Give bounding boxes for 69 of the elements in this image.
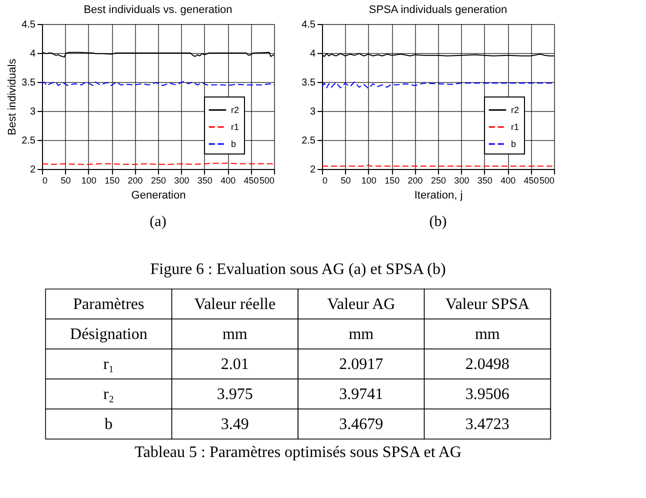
- x-tick-label: 450: [244, 176, 259, 186]
- x-axis-title: Iteration, j: [414, 190, 463, 202]
- x-tick-label: 0: [322, 176, 328, 186]
- x-tick-label: 0: [42, 176, 48, 186]
- y-tick-label: 2.5: [22, 136, 36, 146]
- text: mm: [348, 326, 374, 343]
- legend-label: r1: [511, 122, 520, 132]
- x-tick-label: 250: [150, 176, 166, 186]
- y-tick-label: 4: [30, 48, 36, 60]
- text: 3.9506: [465, 386, 510, 403]
- text: (a): [150, 214, 166, 230]
- text: 3.49: [220, 416, 249, 433]
- category-label: Désignation: [70, 326, 148, 343]
- chart-title: SPSA individuals generation: [368, 4, 508, 16]
- x-tick-label: 150: [384, 176, 400, 186]
- x-tick-label: 400: [220, 176, 236, 186]
- text: 3.9741: [339, 386, 384, 403]
- text: 2.01: [220, 356, 249, 373]
- category-label: Valeur SPSA: [445, 296, 530, 313]
- category-label: Valeur AG: [327, 296, 396, 313]
- legend-label: r1: [231, 122, 240, 132]
- legend-label: b: [231, 139, 236, 149]
- x-tick-label: 500: [259, 176, 274, 186]
- text: (b): [429, 214, 447, 230]
- x-tick-label: 500: [539, 176, 554, 186]
- category-label: Paramètres: [73, 296, 144, 313]
- text: 3.975: [216, 386, 253, 403]
- x-tick-label: 200: [408, 176, 423, 186]
- x-tick-label: 100: [81, 176, 96, 186]
- y-tick-label: 3.5: [22, 78, 36, 88]
- text: mm: [222, 326, 248, 343]
- y-tick-label: 2: [310, 164, 316, 176]
- text: 2.0498: [465, 356, 510, 373]
- x-tick-label: 200: [128, 176, 143, 186]
- x-tick-label: 350: [197, 176, 212, 186]
- y-tick-label: 4.5: [22, 20, 36, 30]
- legend-label: b: [511, 139, 516, 149]
- x-tick-label: 300: [174, 176, 190, 186]
- x-axis-title: Generation: [131, 190, 186, 202]
- x-tick-label: 350: [477, 176, 492, 186]
- category-label: r₂: [103, 386, 114, 403]
- category-label: r₁: [103, 356, 114, 373]
- x-tick-label: 50: [340, 176, 351, 186]
- y-tick-label: 2: [30, 164, 36, 176]
- chart-title: Best individuals vs. generation: [84, 4, 232, 16]
- y-axis-title: Best individuals: [6, 58, 19, 136]
- y-tick-label: 4.5: [302, 20, 316, 30]
- category-label: b: [104, 416, 113, 433]
- text: Tableau 5 : Paramètres optimisés sous SPSA et AG: [134, 444, 462, 461]
- x-tick-label: 300: [454, 176, 470, 186]
- y-tick-label: 3: [30, 106, 36, 118]
- caption: Figure 6 : Evaluation sous AG (a) et SPSA (b): [150, 261, 446, 278]
- x-tick-label: 100: [361, 176, 376, 186]
- text: 3.4679: [339, 416, 384, 433]
- x-tick-label: 450: [524, 176, 539, 186]
- legend-label: r2: [231, 105, 240, 115]
- x-tick-label: 50: [60, 176, 71, 186]
- text: 2.0917: [339, 356, 384, 373]
- y-tick-label: 3: [310, 106, 316, 118]
- legend-label: r2: [511, 105, 520, 115]
- y-tick-label: 3.5: [302, 78, 316, 88]
- y-tick-label: 4: [310, 48, 316, 60]
- text: 3.4723: [465, 416, 510, 433]
- text: mm: [474, 326, 500, 343]
- x-tick-label: 250: [430, 176, 446, 186]
- y-tick-label: 2.5: [302, 136, 316, 146]
- x-tick-label: 150: [104, 176, 120, 186]
- category-label: Valeur réelle: [194, 296, 276, 313]
- x-tick-label: 400: [500, 176, 516, 186]
